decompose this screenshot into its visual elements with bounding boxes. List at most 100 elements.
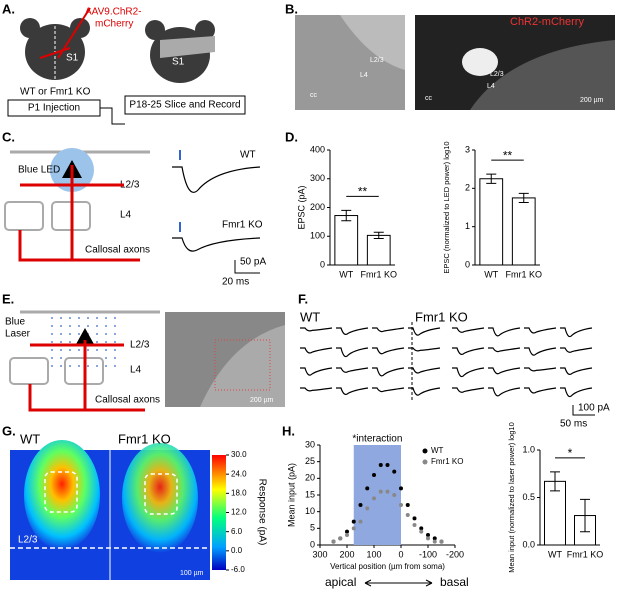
stim-site xyxy=(60,357,62,359)
panel-label: B. xyxy=(285,1,298,16)
panel-label: F. xyxy=(298,291,308,306)
stim-site xyxy=(78,317,80,319)
trace xyxy=(524,387,557,394)
point xyxy=(345,533,349,537)
colorbar-tick-label: -6.0 xyxy=(231,565,245,574)
label: Blue LED xyxy=(18,165,60,176)
stim-site xyxy=(114,333,116,335)
trace xyxy=(560,347,593,353)
trace xyxy=(408,367,441,374)
point xyxy=(392,469,397,474)
label: Callosal axons xyxy=(85,245,150,256)
axon xyxy=(18,165,140,262)
image-label: ChR2-mCherry xyxy=(510,16,584,28)
trace xyxy=(452,347,485,356)
y-axis-label: EPSC (normalized to LED power) log10 xyxy=(442,141,451,273)
stim-site xyxy=(69,349,71,351)
point xyxy=(392,493,397,497)
trace xyxy=(408,387,441,396)
trace xyxy=(560,327,593,338)
y-tick-label: 1.0 xyxy=(522,444,535,454)
stim-site xyxy=(78,325,80,327)
stim-site xyxy=(87,365,89,367)
box xyxy=(124,95,246,115)
y-tick-label: 200 xyxy=(310,202,325,212)
trace xyxy=(372,367,405,377)
x-tick-label: Fmr1 KO xyxy=(360,269,397,279)
stim-site xyxy=(96,333,98,335)
annotation: ** xyxy=(358,185,368,199)
label: L4 xyxy=(120,210,132,221)
point xyxy=(432,536,437,541)
scale-label: 200 µm xyxy=(580,97,604,104)
stim-site xyxy=(96,365,98,367)
stim-site xyxy=(51,365,53,367)
stim-site xyxy=(114,325,116,327)
stim-site xyxy=(78,349,80,351)
trace xyxy=(336,347,369,358)
panel-label: A. xyxy=(2,1,15,16)
stim-site xyxy=(105,317,107,319)
point xyxy=(412,516,417,521)
trace xyxy=(336,387,369,396)
stim-site xyxy=(78,365,80,367)
point xyxy=(338,536,343,541)
colorbar-tick-label: 6.0 xyxy=(231,527,243,536)
point xyxy=(358,519,363,524)
point xyxy=(439,539,444,544)
neuron xyxy=(75,328,95,346)
stim-site xyxy=(69,341,71,343)
trace xyxy=(372,347,405,355)
trace xyxy=(300,387,333,392)
trace xyxy=(560,367,593,376)
scale-label: 100 pA xyxy=(578,403,610,414)
image xyxy=(470,40,615,110)
colorbar-tick-label: 0.0 xyxy=(231,546,243,555)
x-tick-label: -200 xyxy=(446,549,464,559)
trace xyxy=(172,237,261,252)
trace xyxy=(452,387,485,393)
trace xyxy=(452,367,485,378)
stim-site xyxy=(51,341,53,343)
y-tick-label: 0.5 xyxy=(522,492,535,502)
slice xyxy=(160,36,215,58)
y-tick-label: 25 xyxy=(305,456,315,466)
y-tick-label: 3 xyxy=(465,144,470,154)
step: P1 Injection xyxy=(28,103,80,114)
y-tick-label: 100 xyxy=(310,231,325,241)
connector xyxy=(100,107,125,125)
error-bar xyxy=(486,173,497,184)
trace xyxy=(488,387,521,397)
point xyxy=(372,473,376,477)
stim-site xyxy=(87,349,89,351)
arrow xyxy=(364,579,433,587)
stim-site xyxy=(60,317,62,319)
stim-site xyxy=(60,333,62,335)
point xyxy=(426,536,430,541)
trace xyxy=(488,367,521,375)
trace-label: WT xyxy=(240,150,256,161)
image xyxy=(200,325,285,407)
scale-label: 50 pA xyxy=(240,257,266,268)
scale-label: 20 ms xyxy=(222,277,249,288)
point xyxy=(419,526,424,531)
trace xyxy=(408,347,441,352)
image-label: cc xyxy=(425,95,433,102)
y-tick-label: 5 xyxy=(310,523,315,533)
stim-site xyxy=(105,357,107,359)
trace xyxy=(300,367,333,376)
colorbar-tick-label: 12.0 xyxy=(231,508,247,517)
stim-site xyxy=(114,341,116,343)
roi xyxy=(44,471,78,513)
trace xyxy=(300,327,333,332)
x-tick-label: 100 xyxy=(366,549,381,559)
annotation: *interaction xyxy=(352,434,402,445)
label: L2/3 xyxy=(130,340,150,351)
stim-site xyxy=(96,349,98,351)
error-bar xyxy=(373,231,384,240)
stim-site xyxy=(114,357,116,359)
panel-label: H. xyxy=(282,423,295,438)
scale-bar xyxy=(234,260,260,274)
region: S1 xyxy=(66,53,79,64)
scale-bar xyxy=(572,405,595,416)
